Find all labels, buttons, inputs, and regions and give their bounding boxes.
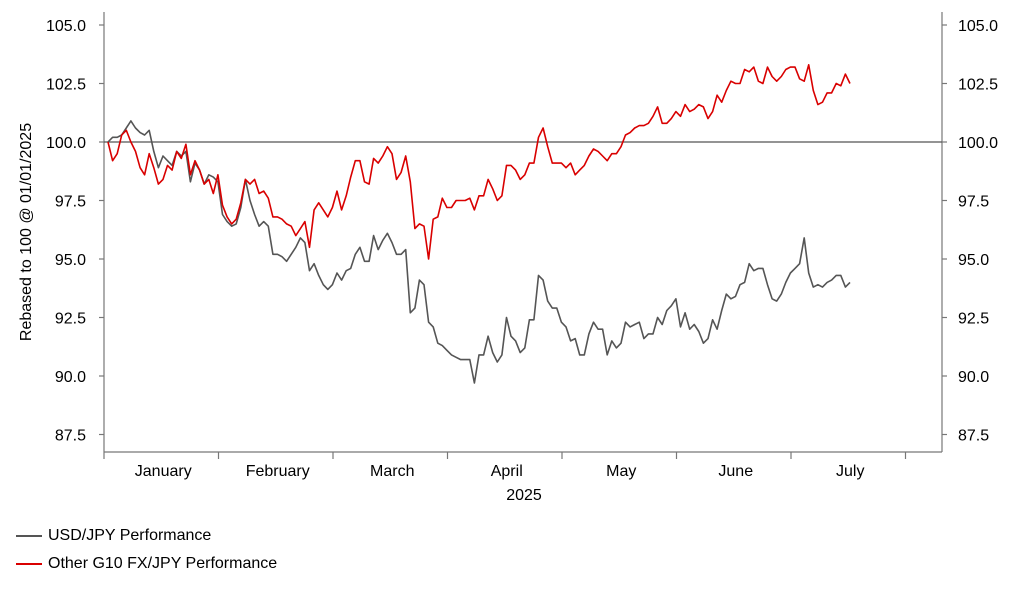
series-line-g10 bbox=[107, 64, 851, 260]
x-tick-label: February bbox=[246, 463, 310, 480]
y-axis-left-tick-labels: 87.5 90.0 92.5 95.0 97.5 100.0 102.5 105.0 bbox=[46, 18, 86, 445]
y-axis-right-tick-labels: 87.5 90.0 92.5 95.0 97.5 100.0 102.5 105.0 bbox=[958, 18, 998, 445]
x-tick-label: June bbox=[718, 463, 753, 480]
y-tick-label-left: 102.5 bbox=[46, 77, 86, 94]
y-tick-label-right: 105.0 bbox=[958, 18, 998, 35]
y-tick-label-left: 95.0 bbox=[55, 252, 86, 269]
x-tick-label: May bbox=[606, 463, 636, 480]
legend-swatch-g10 bbox=[16, 563, 42, 565]
y-tick-label-left: 92.5 bbox=[55, 311, 86, 328]
y-tick-label-right: 95.0 bbox=[958, 252, 989, 269]
legend: USD/JPY Performance Other G10 FX/JPY Per… bbox=[16, 522, 277, 578]
y-tick-label-right: 102.5 bbox=[958, 77, 998, 94]
y-tick-label-right: 97.5 bbox=[958, 194, 989, 211]
series-group bbox=[107, 64, 851, 384]
y-tick-label-left: 105.0 bbox=[46, 18, 86, 35]
y-tick-label-right: 100.0 bbox=[958, 135, 998, 152]
x-tick-label: April bbox=[491, 463, 523, 480]
x-tick-label: March bbox=[370, 463, 414, 480]
legend-item-usdjpy: USD/JPY Performance bbox=[16, 522, 277, 550]
legend-item-g10: Other G10 FX/JPY Performance bbox=[16, 550, 277, 578]
x-axis-title: 2025 bbox=[506, 487, 542, 504]
x-tick-label: July bbox=[836, 463, 864, 480]
y-tick-label-right: 92.5 bbox=[958, 311, 989, 328]
legend-label-usdjpy: USD/JPY Performance bbox=[48, 527, 212, 544]
x-tick-label: January bbox=[135, 463, 192, 480]
x-axis-month-labels: January February March April May June July bbox=[135, 463, 865, 480]
y-axis-title: Rebased to 100 @ 01/01/2025 bbox=[18, 123, 35, 341]
y-tick-label-left: 97.5 bbox=[55, 194, 86, 211]
legend-label-g10: Other G10 FX/JPY Performance bbox=[48, 555, 278, 572]
chart-axes bbox=[99, 12, 947, 459]
y-tick-label-left: 100.0 bbox=[46, 135, 86, 152]
y-tick-label-left: 90.0 bbox=[55, 369, 86, 386]
series-line-usdjpy bbox=[107, 120, 851, 384]
legend-swatch-usdjpy bbox=[16, 535, 42, 537]
y-tick-label-left: 87.5 bbox=[55, 428, 86, 445]
y-tick-label-right: 87.5 bbox=[958, 428, 989, 445]
y-tick-label-right: 90.0 bbox=[958, 369, 989, 386]
